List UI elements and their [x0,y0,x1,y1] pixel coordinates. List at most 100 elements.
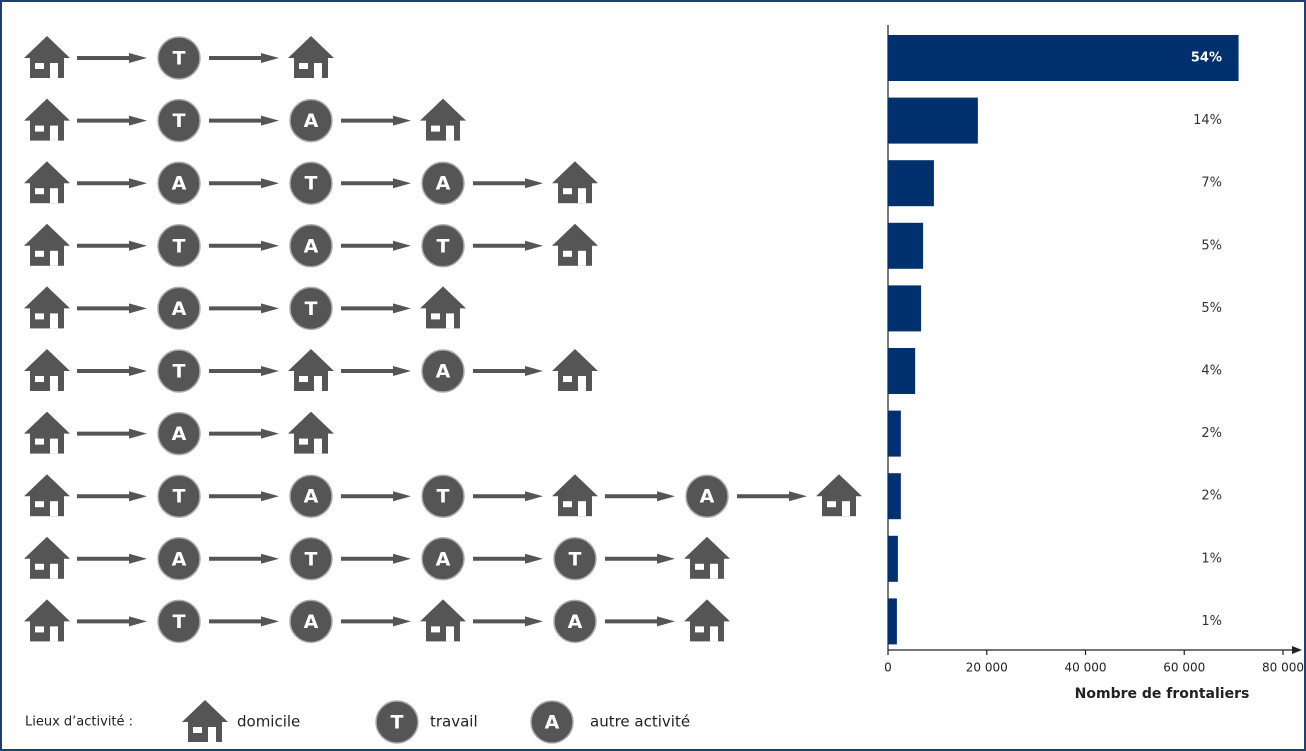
place-icon: A [421,161,465,205]
place-icon [288,36,334,78]
house-window [563,188,572,195]
house-door [208,727,216,742]
icon-circle [553,599,597,644]
icon-letter: T [305,548,318,570]
bar [888,222,924,269]
place-icon: A [685,474,729,518]
house-roof [24,474,70,497]
house-door [314,438,322,454]
house-roof [684,599,730,622]
value-label: 1% [1201,551,1222,566]
value-label: 14% [1193,113,1222,128]
x-tick-label: 60 000 [1163,661,1205,675]
icon-letter: T [391,712,404,734]
icon-letter: A [172,548,187,570]
place-icon [420,286,466,329]
house-door [50,563,58,579]
arrow-head [261,115,279,126]
arrow-head [261,53,279,63]
place-icon: A [289,98,333,143]
icon-circle [157,349,201,393]
x-tick-label: 80 000 [1262,661,1304,675]
house-door [446,626,454,642]
place-icon: A [289,224,333,268]
value-label: 2% [1201,426,1222,441]
icon-circle [157,36,201,80]
value-label: 5% [1201,238,1222,253]
house-roof [420,98,466,121]
icon-circle [157,224,201,268]
house-window [35,438,44,445]
house-window [563,376,572,382]
icon-circle [421,349,465,393]
house-roof [684,536,730,559]
value-label: 54% [1191,51,1222,66]
legend-title: Lieux d’activité : [25,715,133,730]
house-window [431,626,440,633]
arrow-head [657,491,675,502]
house-door [578,376,586,391]
icon-letter: A [436,173,451,195]
arrow-head [393,491,411,502]
bar [888,473,901,520]
icon-letter: A [436,361,451,383]
house-roof [552,474,598,497]
arrow-head [393,366,411,376]
house-roof [24,36,70,58]
place-icon: T [157,474,201,518]
place-icon [420,599,466,642]
house-window [695,563,704,570]
value-label: 5% [1201,301,1222,316]
place-icon [24,286,70,329]
house-door [50,188,58,204]
value-label: 4% [1201,364,1222,379]
icon-letter: T [569,548,582,570]
arrow-head [393,115,411,126]
icon-circle [289,98,333,143]
legend-label: autre activité [590,713,690,731]
house-roof [24,536,70,559]
icon-letter: T [173,486,186,508]
house-roof [182,700,228,722]
house-roof [288,411,334,434]
icon-circle [553,537,597,581]
arrow-head [525,553,543,564]
bar [888,598,897,645]
arrow-head [261,491,279,502]
icon-circle [421,474,465,518]
house-window [431,125,440,132]
icon-circle [421,161,465,205]
icon-circle [157,161,201,205]
house-door [314,376,322,391]
icon-letter: A [545,712,560,734]
house-window [35,563,44,570]
x-axis-label: Nombre de frontaliers [1075,686,1250,702]
place-icon [552,223,598,266]
icon-letter: T [437,235,450,257]
house-door [446,313,454,329]
arrow-head [261,553,279,564]
place-icon [24,536,70,579]
house-window [431,313,440,320]
place-icon [684,536,730,579]
place-icon [816,474,862,517]
icon-circle [421,537,465,581]
icon-circle [289,286,333,331]
house-door [50,313,58,329]
place-icon: T [157,36,201,80]
house-window [299,376,308,382]
icon-circle [685,474,729,518]
icon-circle [157,411,201,456]
arrow-head [129,240,147,251]
place-icon [24,349,70,391]
icon-letter: A [172,173,187,195]
place-icon: A [421,537,465,581]
house-roof [24,286,70,309]
place-icon [420,98,466,141]
icon-letter: A [568,611,583,633]
icon-letter: A [304,486,319,508]
icon-letter: A [304,235,319,257]
house-roof [288,349,334,371]
